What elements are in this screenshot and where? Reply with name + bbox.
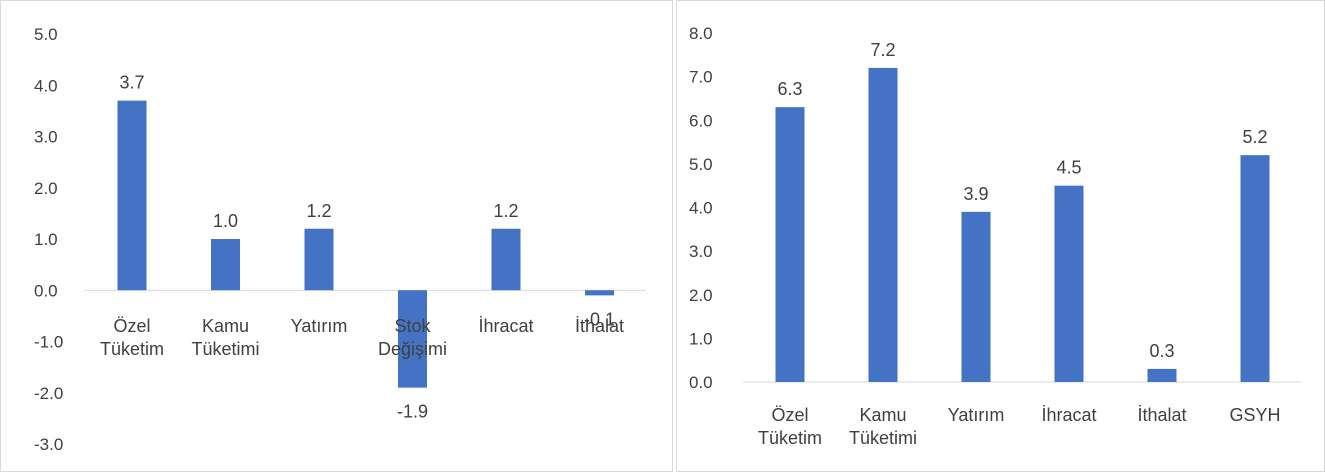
data-label: 1.2 (306, 201, 331, 221)
category-label: Kamu (202, 316, 249, 336)
chart-panel-right: 0.0 1.0 2.0 3.0 4.0 5.0 6.0 7.0 8.0 6.3 Özel Tüketi… (676, 0, 1325, 472)
y-tick-label: 8.0 (689, 24, 713, 43)
y-tick-label: 6.0 (689, 111, 713, 130)
bar (304, 228, 334, 291)
bar (775, 107, 805, 382)
category-label: İhracat (1041, 405, 1096, 425)
category-label: Stok (394, 316, 431, 336)
y-tick-label: 5.0 (689, 155, 713, 174)
category-label: Yatırım (948, 405, 1005, 425)
category-label: Yatırım (291, 316, 348, 336)
bar (1147, 368, 1177, 382)
bar (211, 239, 240, 291)
data-label: -0.1 (584, 309, 615, 329)
bar (117, 100, 147, 291)
data-label: -1.9 (397, 402, 428, 422)
y-tick-label: 5.0 (34, 25, 58, 44)
bar-chart-left: -3.0 -2.0 -1.0 0.0 1.0 2.0 3.0 4.0 5.0 3.7 Özel Tük… (34, 25, 646, 454)
y-tick-label: 4.0 (34, 76, 58, 95)
category-label: GSYH (1229, 405, 1280, 425)
y-tick-label: 4.0 (689, 199, 713, 218)
bar (1054, 185, 1084, 382)
y-tick-label: -2.0 (34, 384, 63, 403)
y-tick-label: 2.0 (689, 286, 713, 305)
bar (398, 290, 427, 388)
y-tick-label: 1.0 (34, 230, 58, 249)
category-label: Özel (771, 405, 808, 425)
data-label: 6.3 (777, 79, 802, 99)
bar-chart-right: 0.0 1.0 2.0 3.0 4.0 5.0 6.0 7.0 8.0 6.3 Özel Tüketi… (689, 24, 1301, 448)
y-tick-label: 2.0 (34, 179, 58, 198)
data-label: 5.2 (1242, 127, 1267, 147)
bar (1240, 155, 1270, 382)
data-label: 7.2 (870, 40, 895, 60)
category-label: Özel (113, 316, 150, 336)
category-label: Kamu (859, 405, 906, 425)
bar (868, 67, 898, 383)
data-label: 3.9 (963, 184, 988, 204)
data-label: 1.0 (213, 211, 238, 231)
y-tick-label: 3.0 (34, 128, 58, 147)
y-tick-label: 1.0 (689, 329, 713, 348)
chart-panel-left: -3.0 -2.0 -1.0 0.0 1.0 2.0 3.0 4.0 5.0 3.7 Özel Tük… (0, 0, 673, 472)
category-label: Değişimi (378, 339, 447, 359)
category-label: Tüketim (100, 339, 164, 359)
bar (961, 211, 991, 382)
category-label: Tüketimi (191, 339, 259, 359)
data-label: 3.7 (119, 73, 144, 93)
category-label: Tüketim (758, 428, 822, 448)
category-label: İthalat (575, 316, 624, 336)
y-tick-label: 7.0 (689, 68, 713, 87)
y-tick-label: 0.0 (34, 281, 58, 300)
category-label: Tüketimi (849, 428, 917, 448)
y-tick-label: -3.0 (34, 435, 63, 454)
y-tick-label: -1.0 (34, 333, 63, 352)
data-label: 1.2 (493, 201, 518, 221)
y-tick-label: 0.0 (689, 373, 713, 392)
data-label: 4.5 (1056, 158, 1081, 178)
category-label: İhracat (478, 316, 533, 336)
category-label: İthalat (1137, 405, 1186, 425)
y-tick-label: 3.0 (689, 242, 713, 261)
data-label: 0.3 (1149, 341, 1174, 361)
bar (585, 290, 614, 296)
bar (491, 228, 521, 291)
